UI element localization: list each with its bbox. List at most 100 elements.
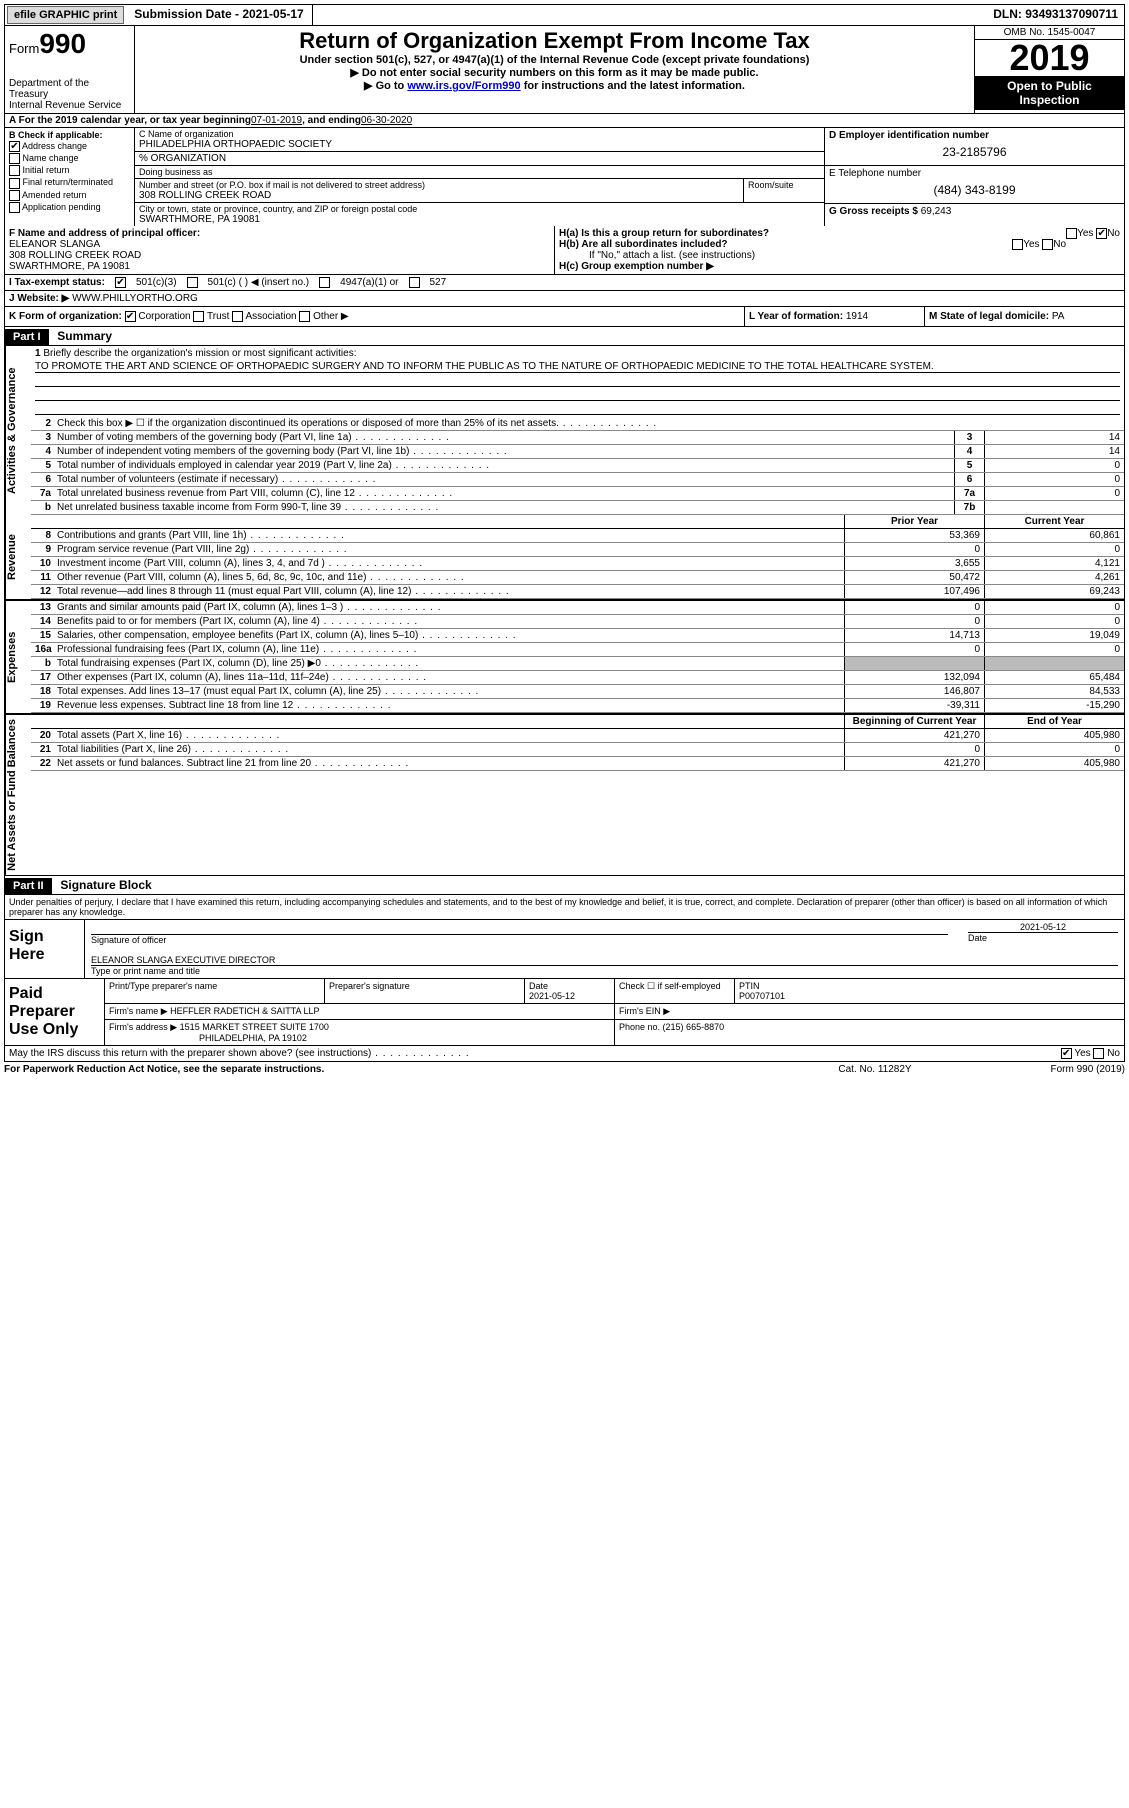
chk-501c3[interactable] <box>115 277 126 288</box>
line-desc: Total expenses. Add lines 13–17 (must eq… <box>55 685 844 698</box>
gross-cell: G Gross receipts $ 69,243 <box>825 204 1124 219</box>
summary-line: 16aProfessional fundraising fees (Part I… <box>31 643 1124 657</box>
irs-link[interactable]: www.irs.gov/Form990 <box>407 80 520 92</box>
line-desc: Revenue less expenses. Subtract line 18 … <box>55 699 844 712</box>
line-desc: Total assets (Part X, line 16) <box>55 729 844 742</box>
chk-final-return[interactable]: Final return/terminated <box>9 177 130 188</box>
chk-name-change[interactable]: Name change <box>9 153 130 164</box>
summary-line: 12Total revenue—add lines 8 through 11 (… <box>31 585 1124 599</box>
chk-other[interactable] <box>299 311 310 322</box>
line-current-year: 69,243 <box>984 585 1124 598</box>
line-prior-year: 146,807 <box>844 685 984 698</box>
line-value <box>984 501 1124 514</box>
line-desc: Number of voting members of the governin… <box>55 431 954 444</box>
line-num: 12 <box>31 585 55 598</box>
line-desc: Benefits paid to or for members (Part IX… <box>55 615 844 628</box>
ein-label: D Employer identification number <box>829 130 989 141</box>
part2-title: Signature Block <box>54 876 157 894</box>
section-revenue: Revenue Prior Year Current Year 8Contrib… <box>4 515 1125 601</box>
line-num: 10 <box>31 557 55 570</box>
discuss-no[interactable] <box>1093 1048 1104 1059</box>
line-desc: Total liabilities (Part X, line 26) <box>55 743 844 756</box>
line-prior-year: -39,311 <box>844 699 984 712</box>
ein-value: 23-2185796 <box>829 141 1120 163</box>
city-cell: City or town, state or province, country… <box>135 203 824 226</box>
officer-street: 308 ROLLING CREEK ROAD <box>9 250 141 261</box>
summary-line: 4Number of independent voting members of… <box>31 445 1124 459</box>
line-num: 19 <box>31 699 55 712</box>
dba-cell: Doing business as <box>135 166 824 179</box>
ha-no[interactable] <box>1096 228 1107 239</box>
firm-ein-label: Firm's EIN ▶ <box>615 1004 1124 1019</box>
box-klm: K Form of organization: Corporation Trus… <box>4 307 1125 327</box>
line-num: 20 <box>31 729 55 742</box>
discuss-row: May the IRS discuss this return with the… <box>4 1046 1125 1062</box>
irs: Internal Revenue Service <box>9 100 130 111</box>
line-a-text: A For the 2019 calendar year, or tax yea… <box>9 115 251 126</box>
line-current-year: 4,121 <box>984 557 1124 570</box>
chk-amended[interactable]: Amended return <box>9 190 130 201</box>
line-current-year: 65,484 <box>984 671 1124 684</box>
line-desc: Number of independent voting members of … <box>55 445 954 458</box>
chk-527[interactable] <box>409 277 420 288</box>
line-desc: Investment income (Part VIII, column (A)… <box>55 557 844 570</box>
line-current-year: 19,049 <box>984 629 1124 642</box>
header-right: OMB No. 1545-0047 2019 Open to Public In… <box>974 26 1124 113</box>
hb-note: If "No," attach a list. (see instruction… <box>559 250 1120 261</box>
form-title: Return of Organization Exempt From Incom… <box>141 28 968 54</box>
dln-label: DLN: <box>993 7 1025 21</box>
chk-app-pending[interactable]: Application pending <box>9 202 130 213</box>
line-desc: Other expenses (Part IX, column (A), lin… <box>55 671 844 684</box>
line-box: 7b <box>954 501 984 514</box>
phone-label: E Telephone number <box>829 168 1120 179</box>
gross-value: 69,243 <box>921 206 952 217</box>
line-num: 7a <box>31 487 55 500</box>
line-num: 6 <box>31 473 55 486</box>
line-box: 7a <box>954 487 984 500</box>
mission-blank-1 <box>35 375 1120 387</box>
line-desc: Salaries, other compensation, employee b… <box>55 629 844 642</box>
efile-print-button[interactable]: efile GRAPHIC print <box>7 6 124 24</box>
line-1-label: Briefly describe the organization's miss… <box>43 348 356 359</box>
box-i-label: I Tax-exempt status: <box>9 277 105 288</box>
phone-cell: E Telephone number (484) 343-8199 <box>825 166 1124 204</box>
line-prior-year: 421,270 <box>844 757 984 770</box>
room-cell: Room/suite <box>744 179 824 203</box>
ptin-cell: PTINP00707101 <box>735 979 1124 1003</box>
form-header: Form990 Department of the Treasury Inter… <box>4 26 1125 114</box>
chk-initial-return[interactable]: Initial return <box>9 165 130 176</box>
chk-corp[interactable] <box>125 311 136 322</box>
summary-line: 11Other revenue (Part VIII, column (A), … <box>31 571 1124 585</box>
open-to-public: Open to Public Inspection <box>975 76 1124 110</box>
hb-no[interactable] <box>1042 239 1053 250</box>
line-desc: Contributions and grants (Part VIII, lin… <box>55 529 844 542</box>
ha-yes[interactable] <box>1066 228 1077 239</box>
preparer-date: 2021-05-12 <box>529 991 575 1001</box>
street: 308 ROLLING CREEK ROAD <box>139 190 739 201</box>
line-desc: Total revenue—add lines 8 through 11 (mu… <box>55 585 844 598</box>
mission-text: TO PROMOTE THE ART AND SCIENCE OF ORTHOP… <box>35 361 1120 373</box>
vtab-net-assets: Net Assets or Fund Balances <box>5 715 31 875</box>
line-num: 16a <box>31 643 55 656</box>
discuss-yes[interactable] <box>1061 1048 1072 1059</box>
hb-yes[interactable] <box>1012 239 1023 250</box>
line-desc: Total number of volunteers (estimate if … <box>55 473 954 486</box>
line-num: 21 <box>31 743 55 756</box>
part2-bar: Part II Signature Block <box>4 876 1125 895</box>
box-h: H(a) Is this a group return for subordin… <box>555 226 1124 274</box>
hc-label: H(c) Group exemption number ▶ <box>559 261 714 272</box>
col-current-year: Current Year <box>984 515 1124 528</box>
line-prior-year <box>844 657 984 670</box>
state-domicile: PA <box>1052 311 1065 322</box>
chk-4947[interactable] <box>319 277 330 288</box>
chk-501c[interactable] <box>187 277 198 288</box>
chk-trust[interactable] <box>193 311 204 322</box>
chk-assoc[interactable] <box>232 311 243 322</box>
vtab-ag: Activities & Governance <box>5 346 31 515</box>
vtab-revenue: Revenue <box>5 515 31 599</box>
summary-line: 6Total number of volunteers (estimate if… <box>31 473 1124 487</box>
city-label: City or town, state or province, country… <box>139 204 820 214</box>
hc-row: H(c) Group exemption number ▶ <box>559 261 1120 272</box>
hb-row: H(b) Are all subordinates included? Yes … <box>559 239 1120 250</box>
chk-address-change[interactable]: Address change <box>9 141 130 152</box>
